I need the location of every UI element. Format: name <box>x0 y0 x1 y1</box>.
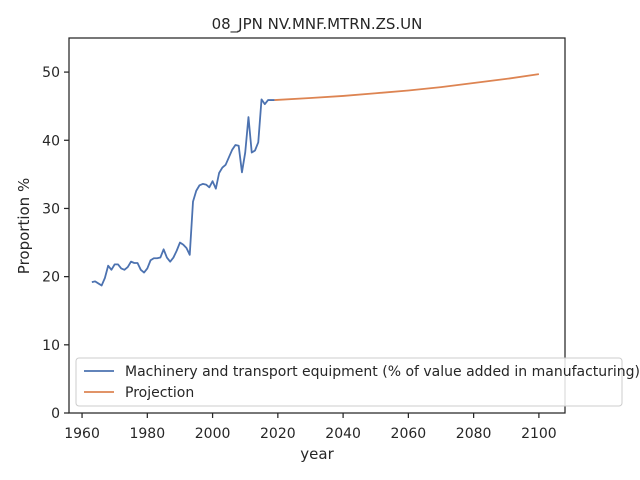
x-tick-label: 2060 <box>391 426 427 442</box>
legend-box <box>75 357 623 407</box>
x-tick-label: 2020 <box>260 426 296 442</box>
chart-title: 08_JPN NV.MNF.MTRN.ZS.UN <box>212 15 423 34</box>
y-tick-label: 40 <box>42 133 60 149</box>
legend-label-series-1: Projection <box>125 385 194 401</box>
plot-frame <box>68 37 566 414</box>
y-tick-label: 0 <box>51 406 60 422</box>
x-tick-label: 1980 <box>129 426 165 442</box>
x-axis-ticks: 1960 1980 2000 2020 2040 2060 2080 2100 <box>64 413 557 442</box>
x-axis-label: year <box>300 445 334 463</box>
series-line-1 <box>274 73 540 101</box>
y-tick-label: 10 <box>42 338 60 354</box>
legend: Machinery and transport equipment (% of … <box>75 357 640 407</box>
plot-lines <box>91 73 540 287</box>
series-line-0 <box>91 98 275 287</box>
x-tick-label: 2080 <box>456 426 492 442</box>
x-tick-label: 2100 <box>521 426 557 442</box>
y-axis-label: Proportion % <box>15 178 33 274</box>
legend-label-series-0: Machinery and transport equipment (% of … <box>125 364 640 380</box>
x-tick-label: 1960 <box>64 426 100 442</box>
y-tick-label: 30 <box>42 201 60 217</box>
y-tick-label: 20 <box>42 270 60 286</box>
y-axis-ticks: 0 10 20 30 40 50 <box>42 65 69 422</box>
y-tick-label: 50 <box>42 65 60 81</box>
x-tick-label: 2000 <box>195 426 231 442</box>
x-tick-label: 2040 <box>325 426 361 442</box>
